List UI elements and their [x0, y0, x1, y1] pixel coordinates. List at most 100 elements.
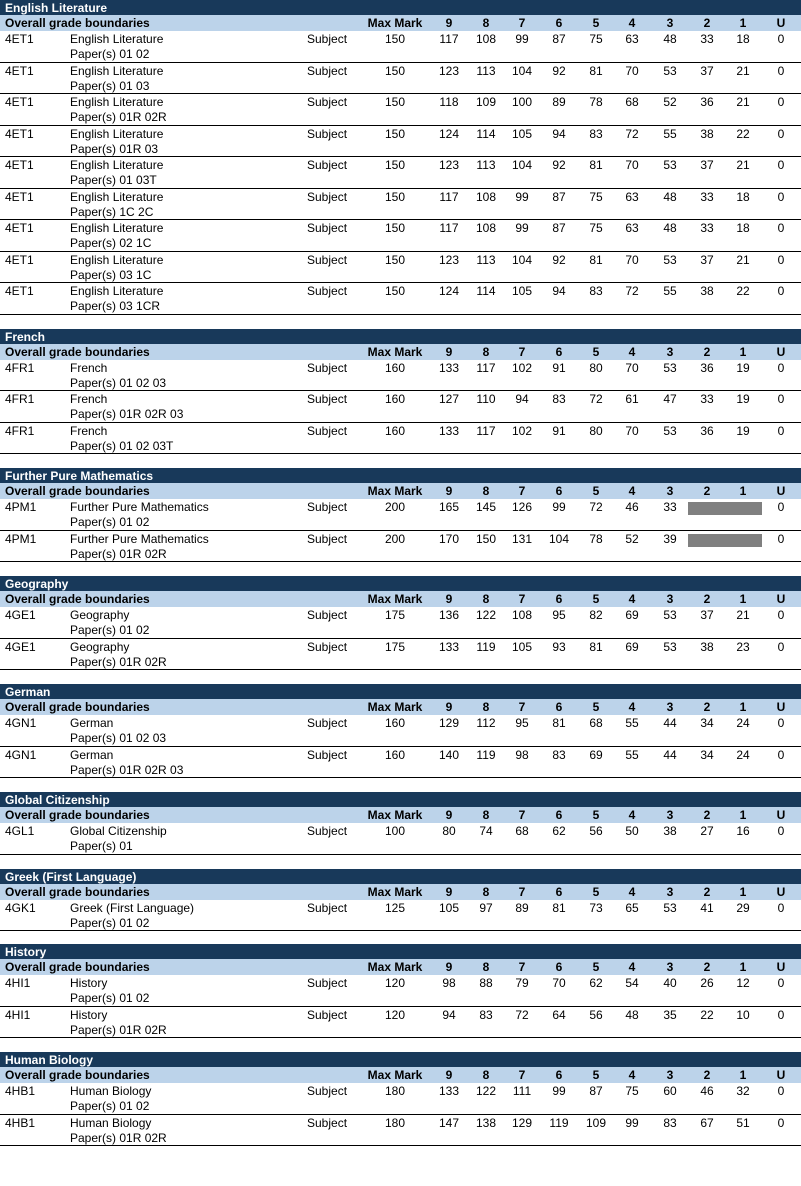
max-mark: 150: [384, 284, 406, 298]
header-grade: 4: [628, 884, 636, 899]
table-row: 4PM1 Further Pure Mathematics Paper(s) 01R…: [0, 531, 801, 562]
grade-boundary: 21: [736, 158, 750, 172]
qualification-name: French Paper(s) 01 02 03: [70, 361, 166, 391]
header-grade: 6: [555, 592, 563, 606]
header-grade: 5: [592, 592, 600, 606]
grade-boundary: 0: [777, 1115, 785, 1130]
subject-code: 4PM1: [5, 531, 37, 546]
grade-boundary: 70: [625, 423, 639, 438]
grade-boundary: 99: [625, 1115, 639, 1130]
header-grade: 3: [666, 700, 674, 714]
grade-boundary: 53: [663, 423, 677, 438]
subject-name: English Literature: [70, 284, 164, 298]
header-grade: U: [776, 960, 786, 974]
subject-code: 4ET1: [5, 252, 34, 267]
grade-boundary: 170: [438, 531, 460, 546]
grade-boundary: 81: [589, 158, 603, 172]
subject-code: 4ET1: [5, 32, 34, 46]
grade-boundary: 48: [663, 32, 677, 46]
grade-boundary: 21: [736, 95, 750, 109]
grade-boundary: 0: [777, 95, 785, 109]
grade-boundary: 38: [700, 639, 714, 654]
qualification-name: History Paper(s) 01 02: [70, 976, 149, 1006]
header-grade: U: [776, 1068, 786, 1082]
table-row: 4GL1 Global Citizenship Paper(s) 01 Subject…: [0, 823, 801, 855]
grade-boundary: 108: [475, 189, 497, 204]
table-row: 4ET1 English Literature Paper(s) 01 03 Subj…: [0, 63, 801, 94]
grade-boundary: 119: [476, 639, 496, 654]
grade-boundary: 22: [736, 284, 750, 298]
qualification-name: Further Pure Mathematics Paper(s) 01 02: [70, 500, 209, 530]
grade-boundary: 140: [438, 747, 460, 762]
grade-boundary: 129: [438, 716, 460, 730]
grade-boundary: 127: [438, 392, 460, 406]
grade-boundary: 133: [438, 423, 460, 438]
max-mark: 160: [384, 423, 406, 438]
grade-boundary: 89: [552, 95, 566, 109]
entry-type: Subject: [307, 1115, 348, 1130]
grade-boundary: 0: [777, 500, 785, 514]
entry-type: Subject: [307, 500, 348, 514]
max-mark: 150: [384, 252, 406, 267]
subject-name: English Literature: [70, 95, 164, 109]
grade-boundary: 21: [736, 608, 750, 622]
header-grade: 9: [445, 16, 453, 30]
header-max-mark: Max Mark: [367, 884, 423, 899]
grade-boundary: 117: [476, 360, 496, 375]
header-grade: U: [776, 344, 786, 359]
grade-boundary: 112: [476, 716, 496, 730]
section-title: Geography: [0, 576, 801, 591]
subject-name: English Literature: [70, 221, 164, 235]
grade-boundary: 0: [777, 824, 785, 838]
grade-boundary: 83: [479, 1007, 493, 1022]
header-grade: 3: [666, 344, 674, 359]
grade-boundary: 117: [439, 221, 459, 235]
grade-boundary: 64: [552, 1007, 566, 1022]
grade-boundary: 83: [552, 392, 566, 406]
header-grade: 5: [592, 700, 600, 714]
qualification-name: English Literature Paper(s) 02 1C: [70, 221, 163, 251]
table-row: 4GN1 German Paper(s) 01R 02R 03 Subject 160 1…: [0, 747, 801, 778]
header-grade: 4: [628, 1068, 636, 1082]
grade-boundary: 63: [625, 32, 639, 46]
subject-code: 4FR1: [5, 423, 35, 438]
paper-list: Paper(s) 01: [70, 839, 133, 853]
grade-boundary: 53: [663, 608, 677, 622]
header-grade: 3: [666, 484, 674, 498]
table-row: 4ET1 English Literature Paper(s) 01 03T Sub…: [0, 157, 801, 189]
table-row: 4FR1 French Paper(s) 01R 02R 03 Subject 160 1…: [0, 391, 801, 423]
grade-boundary: 33: [700, 392, 714, 406]
column-header-row: Overall grade boundaries Max Mark 9 8 7 6 5 4 3 2…: [0, 807, 801, 823]
grade-boundary: 78: [589, 95, 603, 109]
subject-section: Global Citizenship Overall grade boundari…: [0, 792, 801, 855]
grade-boundary: 75: [589, 221, 603, 235]
grade-boundary: 38: [700, 126, 714, 141]
grade-boundary: 145: [475, 500, 497, 514]
grade-boundary: 110: [476, 392, 496, 406]
grade-boundary: 55: [663, 126, 677, 141]
grade-boundary: 56: [589, 1007, 603, 1022]
header-grade: U: [776, 884, 786, 899]
grade-boundary: 98: [515, 747, 529, 762]
header-grade: 7: [518, 1068, 526, 1082]
entry-type: Subject: [307, 1084, 348, 1098]
grade-boundary: 50: [625, 824, 639, 838]
subject-name: Global Citizenship: [70, 824, 167, 838]
grade-boundary: 92: [552, 252, 566, 267]
header-grade: U: [776, 700, 786, 714]
paper-list: Paper(s) 01 02 03: [70, 731, 167, 745]
grade-boundary: 63: [625, 221, 639, 235]
header-max-mark: Max Mark: [367, 592, 423, 606]
grade-boundary: 22: [736, 126, 750, 141]
header-max-mark: Max Mark: [367, 344, 423, 359]
grade-boundary: 102: [511, 360, 533, 375]
grade-boundary: 129: [511, 1115, 533, 1130]
paper-list: Paper(s) 01 02: [70, 515, 150, 529]
grade-boundary: 100: [511, 95, 533, 109]
grade-boundary: 69: [625, 608, 639, 622]
subject-code: 4HB1: [5, 1115, 36, 1130]
header-grade: 9: [445, 1068, 453, 1082]
grade-boundary: 0: [777, 531, 785, 546]
grade-boundary: 34: [700, 716, 714, 730]
header-label: Overall grade boundaries: [5, 700, 150, 714]
